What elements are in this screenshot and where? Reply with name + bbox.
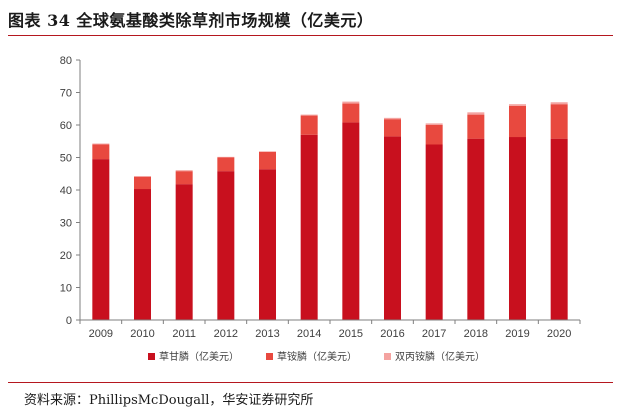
legend-swatch xyxy=(384,353,391,360)
x-tick-label: 2013 xyxy=(255,328,279,340)
bar-glyphosate-2017 xyxy=(425,144,443,320)
bar-bialaphos-2013 xyxy=(259,151,276,152)
legend: 草甘膦（亿美元） 草铵膦（亿美元） 双丙铵膦（亿美元） xyxy=(148,350,485,363)
bar-glufosinate-2014 xyxy=(300,115,318,135)
bar-glufosinate-2012 xyxy=(217,157,235,172)
bar-glyphosate-2014 xyxy=(300,134,318,320)
source-divider xyxy=(8,382,613,383)
bar-bialaphos-2010 xyxy=(134,176,151,177)
source-note: 资料来源：PhillipsMcDougall，华安证券研究所 xyxy=(24,393,314,408)
bar-glufosinate-2017 xyxy=(425,125,443,145)
bar-glyphosate-2011 xyxy=(175,184,193,320)
figure-title: 图表 34 全球氨基酸类除草剂市场规模（亿美元） xyxy=(8,11,374,30)
y-tick-label: 50 xyxy=(60,153,72,165)
bar-bialaphos-2017 xyxy=(425,123,443,125)
x-tick-label: 2016 xyxy=(380,328,404,340)
bar-glufosinate-2019 xyxy=(509,105,526,138)
y-tick-label: 40 xyxy=(60,185,72,197)
y-tick-label: 0 xyxy=(66,315,72,327)
figure-title-row: 图表 34 全球氨基酸类除草剂市场规模（亿美元） xyxy=(8,4,613,34)
x-tick-label: 2012 xyxy=(214,328,238,340)
bar-group xyxy=(92,101,568,321)
legend-label: 草甘膦（亿美元） xyxy=(159,350,239,363)
x-axis: 2009 2010 2011 2012 2013 2014 2015 2016 2017 2018… xyxy=(79,319,581,340)
y-tick-label: 20 xyxy=(60,250,72,262)
bar-glufosinate-2011 xyxy=(175,171,193,185)
legend-label: 双丙铵膦（亿美元） xyxy=(395,350,485,363)
y-tick-label: 10 xyxy=(60,283,72,295)
x-tick-label: 2011 xyxy=(172,328,196,340)
legend-swatch xyxy=(266,353,273,360)
legend-swatch xyxy=(148,353,155,360)
bar-glufosinate-2013 xyxy=(259,151,276,170)
bar-bialaphos-2011 xyxy=(175,170,193,172)
bar-bialaphos-2020 xyxy=(550,102,568,105)
x-tick-label: 2009 xyxy=(89,328,113,340)
x-tick-label: 2020 xyxy=(547,328,571,340)
bar-glufosinate-2015 xyxy=(342,103,360,123)
title-divider xyxy=(8,35,613,36)
bar-bialaphos-2012 xyxy=(217,156,235,158)
bar-glufosinate-2009 xyxy=(92,144,110,160)
x-tick-label: 2010 xyxy=(130,328,154,340)
bar-glyphosate-2012 xyxy=(217,171,235,320)
bar-glufosinate-2010 xyxy=(134,177,151,190)
bar-bialaphos-2009 xyxy=(92,143,110,145)
bar-bialaphos-2014 xyxy=(300,114,318,116)
y-axis: 0 10 20 30 40 50 60 70 80 xyxy=(60,55,81,327)
bar-glyphosate-2013 xyxy=(259,169,276,320)
bar-bialaphos-2019 xyxy=(509,104,526,106)
bar-glyphosate-2018 xyxy=(467,138,485,320)
y-tick-label: 80 xyxy=(60,55,72,67)
x-tick-label: 2017 xyxy=(422,328,446,340)
bar-bialaphos-2018 xyxy=(467,112,485,115)
bar-glyphosate-2020 xyxy=(550,138,568,320)
bar-glufosinate-2018 xyxy=(467,114,485,139)
x-tick-label: 2019 xyxy=(505,328,529,340)
bar-glufosinate-2016 xyxy=(384,119,401,137)
x-tick-label: 2014 xyxy=(297,328,321,340)
y-tick-label: 70 xyxy=(60,88,72,100)
x-tick-label: 2015 xyxy=(339,328,363,340)
bar-bialaphos-2015 xyxy=(342,101,360,104)
bar-glyphosate-2015 xyxy=(342,122,360,321)
x-tick-label: 2018 xyxy=(464,328,488,340)
bar-glyphosate-2016 xyxy=(384,136,401,320)
y-tick-label: 30 xyxy=(60,218,72,230)
legend-label: 草铵膦（亿美元） xyxy=(277,350,357,363)
y-tick-label: 60 xyxy=(60,120,72,132)
bar-glyphosate-2010 xyxy=(134,189,151,320)
bar-bialaphos-2016 xyxy=(384,117,401,120)
bar-glyphosate-2009 xyxy=(92,159,110,320)
bar-glyphosate-2019 xyxy=(509,137,526,320)
bar-glufosinate-2020 xyxy=(550,104,568,139)
